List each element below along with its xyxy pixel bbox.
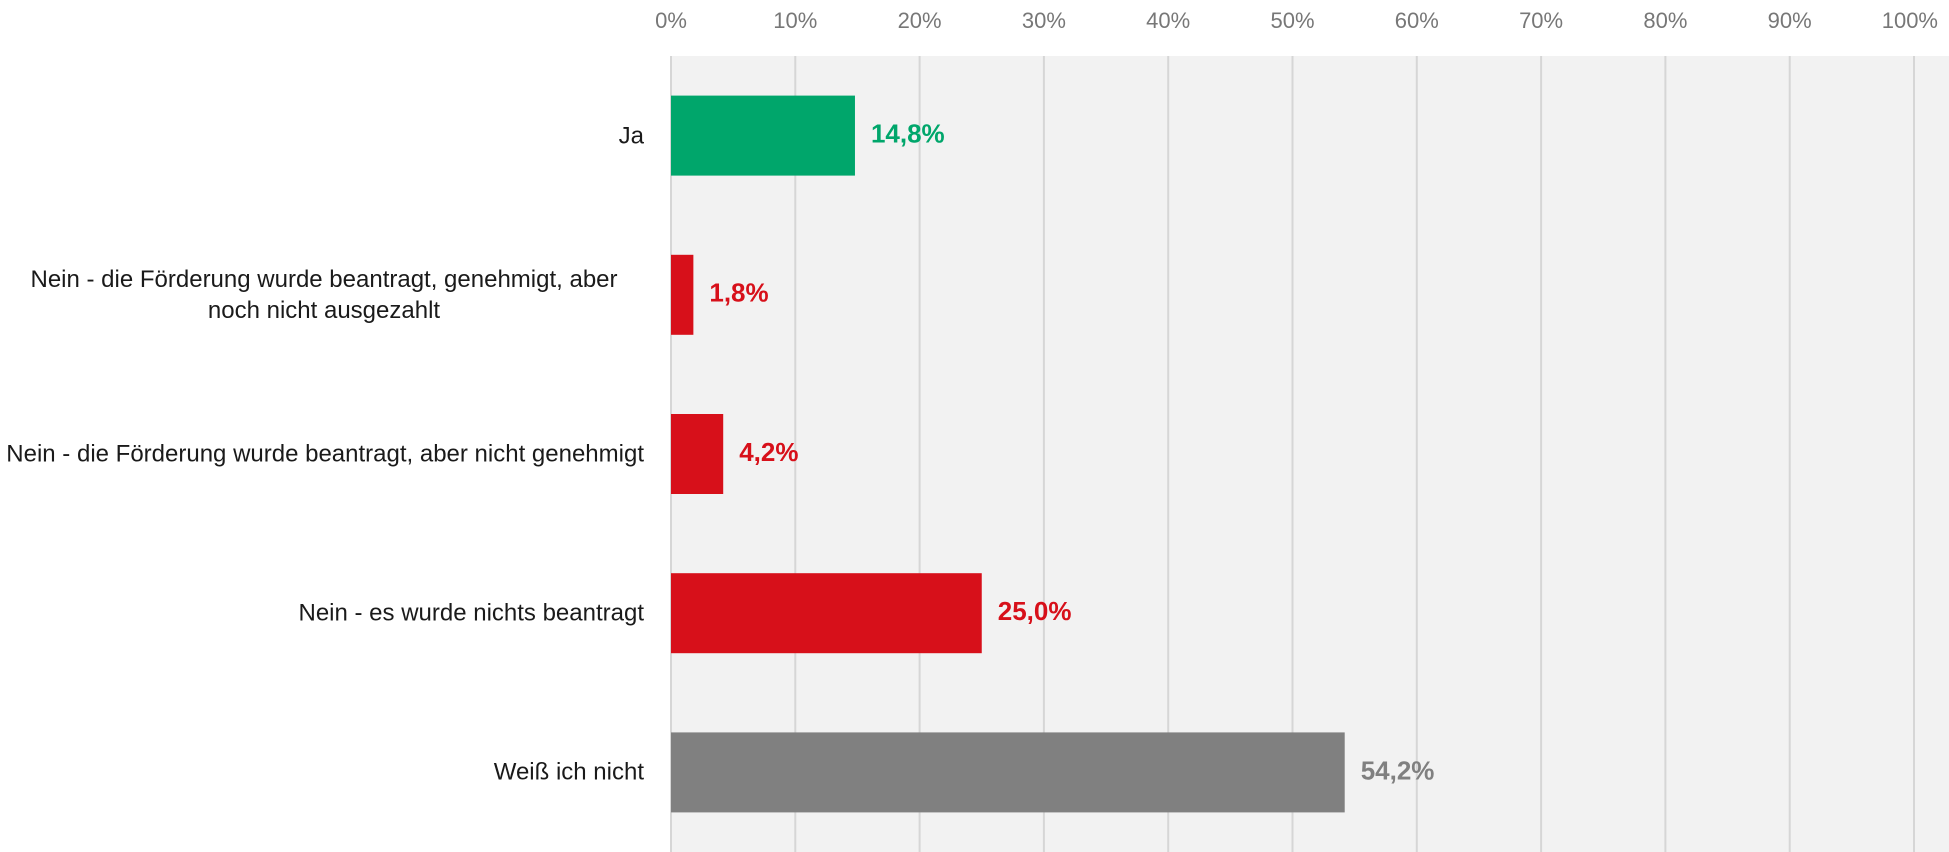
x-tick-label: 90% bbox=[1768, 8, 1812, 33]
x-tick-label: 50% bbox=[1270, 8, 1314, 33]
data-label: 4,2% bbox=[739, 437, 798, 467]
data-label: 1,8% bbox=[709, 278, 768, 308]
x-tick-label: 40% bbox=[1146, 8, 1190, 33]
x-tick-label: 60% bbox=[1395, 8, 1439, 33]
bar bbox=[671, 414, 724, 494]
bar bbox=[671, 573, 982, 654]
bar bbox=[671, 254, 694, 335]
category-label: Weiß ich nicht bbox=[493, 758, 644, 786]
category-label: Nein - es wurde nichts beantragt bbox=[298, 599, 644, 627]
x-tick-label: 70% bbox=[1519, 8, 1563, 33]
x-tick-label: 20% bbox=[898, 8, 942, 33]
x-tick-label: 100% bbox=[1882, 8, 1938, 33]
data-label: 54,2% bbox=[1361, 755, 1435, 785]
x-tick-label: 0% bbox=[655, 8, 687, 33]
plot-background bbox=[671, 56, 1949, 852]
category-label: Ja bbox=[618, 122, 644, 149]
data-label: 25,0% bbox=[998, 596, 1072, 626]
x-tick-label: 80% bbox=[1643, 8, 1687, 33]
data-label: 14,8% bbox=[871, 118, 945, 148]
category-label-box: Ja bbox=[4, 120, 644, 151]
category-label-box: Nein - die Förderung wurde beantragt, ge… bbox=[4, 264, 644, 326]
category-label-box: Nein - die Förderung wurde beantragt, ab… bbox=[4, 438, 644, 469]
bar bbox=[671, 732, 1345, 813]
category-label-box: Nein - es wurde nichts beantragt bbox=[4, 598, 644, 629]
category-label-box: Weiß ich nicht bbox=[4, 757, 644, 788]
x-tick-label: 30% bbox=[1022, 8, 1066, 33]
category-label: Nein - die Förderung wurde beantragt, ge… bbox=[30, 265, 618, 324]
bar bbox=[671, 95, 855, 176]
category-label: Nein - die Förderung wurde beantragt, ab… bbox=[6, 440, 644, 468]
x-tick-label: 10% bbox=[773, 8, 817, 33]
